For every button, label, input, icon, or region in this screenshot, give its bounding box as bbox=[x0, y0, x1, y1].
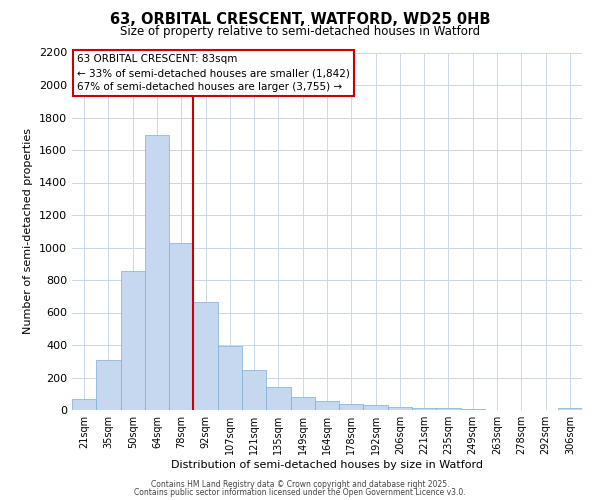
Text: 63, ORBITAL CRESCENT, WATFORD, WD25 0HB: 63, ORBITAL CRESCENT, WATFORD, WD25 0HB bbox=[110, 12, 490, 28]
Bar bbox=[121, 271, 145, 410]
Bar bbox=[96, 360, 121, 410]
Bar bbox=[290, 397, 315, 410]
Bar bbox=[72, 398, 96, 410]
Text: 63 ORBITAL CRESCENT: 83sqm
← 33% of semi-detached houses are smaller (1,842)
67%: 63 ORBITAL CRESCENT: 83sqm ← 33% of semi… bbox=[77, 54, 350, 92]
Bar bbox=[412, 408, 436, 410]
Bar bbox=[145, 136, 169, 410]
Bar bbox=[461, 409, 485, 410]
Bar bbox=[436, 408, 461, 410]
Bar bbox=[558, 408, 582, 410]
Bar bbox=[242, 370, 266, 410]
Bar bbox=[364, 405, 388, 410]
Bar bbox=[169, 242, 193, 410]
Bar bbox=[339, 404, 364, 410]
Bar bbox=[388, 407, 412, 410]
Bar bbox=[266, 388, 290, 410]
Bar bbox=[315, 401, 339, 410]
Y-axis label: Number of semi-detached properties: Number of semi-detached properties bbox=[23, 128, 34, 334]
Bar bbox=[193, 302, 218, 410]
Text: Contains public sector information licensed under the Open Government Licence v3: Contains public sector information licen… bbox=[134, 488, 466, 497]
Text: Contains HM Land Registry data © Crown copyright and database right 2025.: Contains HM Land Registry data © Crown c… bbox=[151, 480, 449, 489]
Bar bbox=[218, 346, 242, 410]
X-axis label: Distribution of semi-detached houses by size in Watford: Distribution of semi-detached houses by … bbox=[171, 460, 483, 470]
Text: Size of property relative to semi-detached houses in Watford: Size of property relative to semi-detach… bbox=[120, 25, 480, 38]
